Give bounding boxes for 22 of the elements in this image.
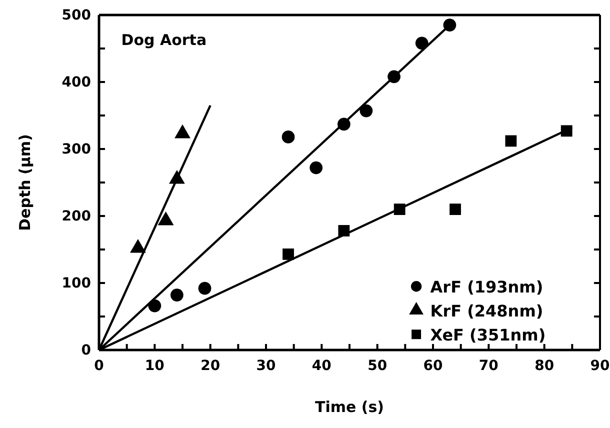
legend-label: ArF (193nm) <box>430 277 544 296</box>
y-axis-title: Depth (µm) <box>16 134 34 231</box>
x-tick-label: 70 <box>478 358 499 374</box>
x-tick-label: 60 <box>423 358 443 374</box>
y-tick-label: 0 <box>81 342 92 358</box>
text: Dog Aorta <box>121 31 207 50</box>
x-tick-label: 30 <box>256 358 276 374</box>
x-axis-title: Time (s) <box>314 398 384 416</box>
y-tick-label: 200 <box>62 208 92 224</box>
x-tick-label: 10 <box>144 358 165 374</box>
y-tick-label: 500 <box>62 7 92 24</box>
y-tick-label: 400 <box>62 74 92 90</box>
legend-label: KrF (248nm) <box>430 301 544 320</box>
y-tick-label: 100 <box>62 275 92 292</box>
legend-label: XeF (351nm) <box>430 325 546 344</box>
y-tick-label: 300 <box>62 141 92 158</box>
x-tick-label: 20 <box>200 358 220 374</box>
x-tick-label: 0 <box>94 358 104 374</box>
x-tick-label: 50 <box>368 358 388 374</box>
x-tick-label: 90 <box>590 358 610 374</box>
x-tick-label: 80 <box>534 358 554 374</box>
x-tick-label: 40 <box>312 358 332 374</box>
